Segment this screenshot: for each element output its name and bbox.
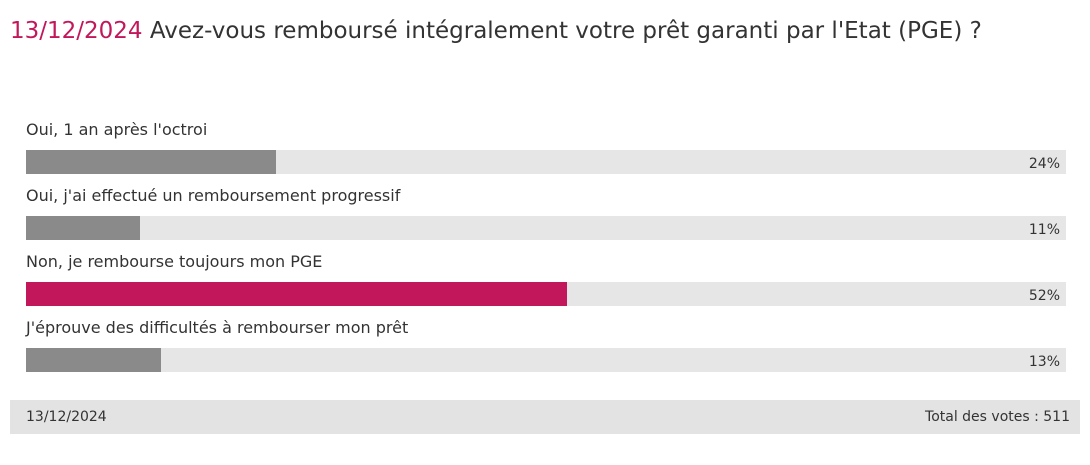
poll-question: Avez-vous remboursé intégralement votre …	[149, 18, 982, 44]
poll-option: J'éprouve des difficultés à rembourser m…	[10, 316, 1080, 382]
poll-option-percent: 11%	[1028, 222, 1060, 238]
poll-bar-track: 13%	[26, 348, 1066, 372]
poll-footer: 13/12/2024 Total des votes : 511	[10, 400, 1080, 434]
poll-footer-date: 13/12/2024	[26, 409, 107, 425]
poll-option-label: Non, je rembourse toujours mon PGE	[26, 252, 323, 271]
poll-option: Oui, j'ai effectué un remboursement prog…	[10, 184, 1080, 250]
poll-date: 13/12/2024	[10, 18, 143, 44]
poll-total-votes: Total des votes : 511	[925, 409, 1070, 425]
poll-option-label: Oui, 1 an après l'octroi	[26, 120, 208, 139]
poll-option-percent: 52%	[1028, 288, 1060, 304]
poll-bar-fill	[26, 216, 141, 240]
poll-option-percent: 13%	[1028, 354, 1060, 370]
poll-bar-track: 52%	[26, 282, 1066, 306]
poll-bar-fill	[26, 150, 276, 174]
poll-options: Oui, 1 an après l'octroi 24% Oui, j'ai e…	[10, 118, 1080, 382]
poll-widget: 13/12/2024 Avez-vous remboursé intégrale…	[10, 0, 1080, 434]
poll-option-label: J'éprouve des difficultés à rembourser m…	[26, 318, 409, 337]
poll-bar-track: 11%	[26, 216, 1066, 240]
poll-option: Oui, 1 an après l'octroi 24%	[10, 118, 1080, 184]
poll-bar-fill	[26, 348, 162, 372]
poll-title: 13/12/2024 Avez-vous remboursé intégrale…	[10, 0, 1078, 49]
poll-option: Non, je rembourse toujours mon PGE 52%	[10, 250, 1080, 316]
poll-option-label: Oui, j'ai effectué un remboursement prog…	[26, 186, 401, 205]
poll-option-percent: 24%	[1028, 156, 1060, 172]
poll-bar-fill	[26, 282, 567, 306]
poll-bar-track: 24%	[26, 150, 1066, 174]
